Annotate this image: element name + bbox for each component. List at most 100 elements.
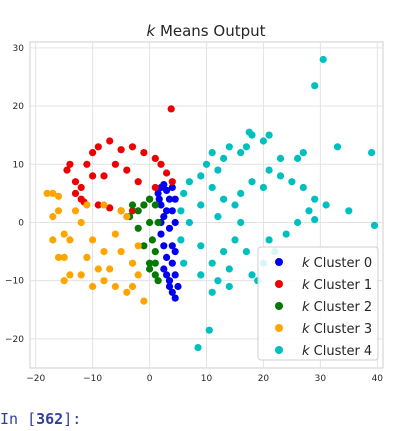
y-tick-label: 20 [13, 102, 25, 112]
data-point [117, 207, 125, 215]
data-point [140, 242, 148, 250]
data-point [151, 201, 159, 209]
data-point [148, 236, 156, 244]
data-point [154, 189, 162, 197]
data-point [128, 201, 137, 209]
data-point [151, 259, 159, 267]
data-point [242, 143, 250, 151]
data-point [89, 282, 97, 291]
data-point [231, 201, 239, 209]
cell-prompt: In [362]: [0, 410, 81, 428]
y-tick-label: −10 [5, 277, 24, 287]
data-point [123, 213, 131, 221]
legend-label: k Cluster 2 [302, 300, 372, 315]
data-point [43, 189, 51, 197]
data-point [151, 271, 159, 279]
legend-label-k: k [302, 300, 310, 315]
data-point [168, 183, 176, 192]
x-tick-label: 0 [147, 374, 153, 384]
data-point [89, 172, 97, 180]
data-point [60, 230, 68, 238]
data-point [160, 265, 168, 273]
data-point [248, 131, 256, 139]
data-point [237, 189, 245, 197]
data-point [288, 178, 296, 186]
data-point [163, 271, 171, 279]
data-point [128, 207, 137, 215]
data-point [311, 195, 319, 203]
data-point [220, 154, 228, 162]
data-point [248, 271, 256, 279]
data-point [100, 201, 108, 209]
chart-title-rest: Means Output [155, 22, 265, 40]
data-point [208, 259, 216, 267]
data-point [60, 277, 68, 285]
series-cluster-4 [177, 55, 379, 352]
data-point [163, 207, 171, 215]
data-point [225, 143, 233, 151]
data-point [117, 146, 125, 154]
data-point [208, 149, 216, 157]
data-point [54, 207, 63, 215]
data-point [160, 213, 168, 221]
data-point [146, 259, 154, 267]
data-point [140, 297, 148, 305]
data-point [83, 253, 91, 261]
data-point [276, 172, 285, 180]
data-point [134, 224, 142, 232]
data-point [49, 189, 57, 197]
data-point [163, 186, 171, 194]
data-point [151, 248, 159, 256]
data-point [168, 207, 176, 215]
data-point [66, 271, 74, 279]
data-point [259, 137, 267, 145]
data-point [134, 271, 142, 279]
legend: k Cluster 0k Cluster 1k Cluster 2k Clust… [257, 246, 379, 361]
data-point [168, 259, 176, 267]
prompt-suffix: ]: [63, 410, 82, 428]
data-point [49, 213, 57, 221]
series-cluster-0 [154, 181, 182, 302]
data-point [63, 166, 71, 174]
data-point [111, 230, 119, 238]
y-tick-label: −20 [5, 335, 24, 345]
data-point [205, 326, 213, 334]
data-point [165, 282, 174, 291]
x-tick-label: 30 [315, 374, 327, 384]
data-point [71, 178, 80, 186]
data-point [185, 218, 193, 227]
data-point [155, 195, 163, 203]
data-point [54, 253, 63, 261]
data-point [220, 248, 228, 256]
legend-label: k Cluster 4 [302, 344, 372, 359]
y-tick-label: 30 [13, 44, 25, 54]
data-point [282, 230, 290, 238]
data-point [294, 154, 302, 162]
data-point [89, 149, 97, 157]
data-point [146, 218, 154, 227]
data-point [197, 271, 205, 279]
data-point [89, 236, 97, 244]
data-point [220, 195, 228, 203]
data-point [77, 218, 85, 227]
data-point [171, 218, 179, 227]
data-point [71, 207, 80, 215]
data-point [242, 248, 250, 256]
data-point [165, 277, 174, 285]
data-point [171, 294, 179, 302]
x-tick-label: 40 [372, 374, 384, 384]
data-point [100, 172, 108, 180]
data-point [333, 143, 342, 151]
data-point [77, 183, 85, 192]
data-point [368, 149, 376, 157]
data-point [154, 277, 162, 285]
data-point [100, 277, 108, 285]
data-point [208, 183, 216, 192]
data-point [160, 242, 168, 250]
x-tick-label: −20 [26, 374, 45, 384]
legend-label-text: Cluster 1 [310, 278, 373, 293]
data-point [66, 160, 74, 168]
data-point [319, 55, 327, 64]
data-point [134, 207, 142, 215]
legend-label-k: k [302, 322, 310, 337]
